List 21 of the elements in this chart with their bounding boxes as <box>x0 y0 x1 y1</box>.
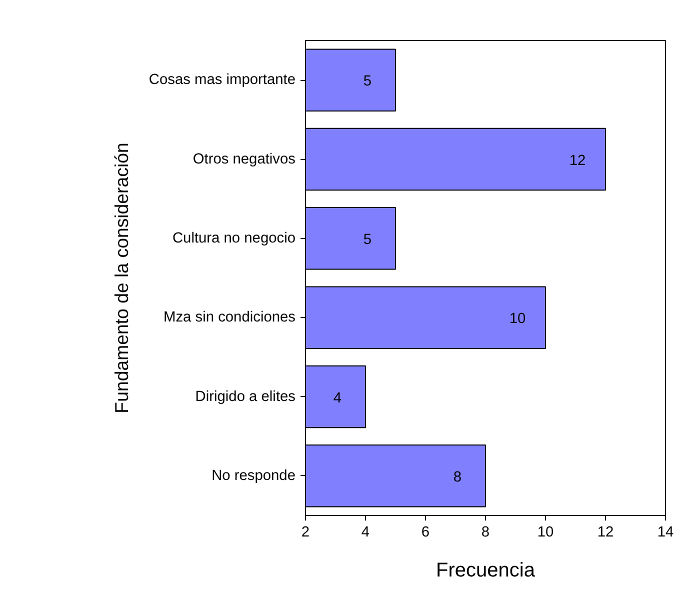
data-label: 8 <box>453 469 462 486</box>
x-tick-label: 2 <box>301 524 310 540</box>
x-tick-label: 4 <box>361 524 370 540</box>
y-tick-label: Cosas mas importante <box>148 72 296 88</box>
x-tick-label: 10 <box>537 524 554 540</box>
y-tick-label: Otros negativos <box>192 151 296 168</box>
y-axis-title: Fundamento de la consideración <box>110 142 132 414</box>
x-axis-title: Frecuencia <box>436 560 536 582</box>
y-tick-label: Mza sin condiciones <box>164 310 296 326</box>
data-label: 12 <box>569 152 586 169</box>
y-tick-label: No responde <box>212 468 296 484</box>
y-tick-label: Dirigido a elites <box>195 388 296 405</box>
data-label: 4 <box>333 390 342 406</box>
data-label: 5 <box>363 232 372 248</box>
data-label: 5 <box>363 74 372 90</box>
data-label: 10 <box>509 311 526 328</box>
x-tick-label: 8 <box>481 524 490 540</box>
x-tick-label: 12 <box>597 524 614 540</box>
x-tick-label: 6 <box>421 524 430 540</box>
x-tick-label: 14 <box>657 524 674 540</box>
y-tick-label: Cultura no negocio <box>172 230 296 246</box>
